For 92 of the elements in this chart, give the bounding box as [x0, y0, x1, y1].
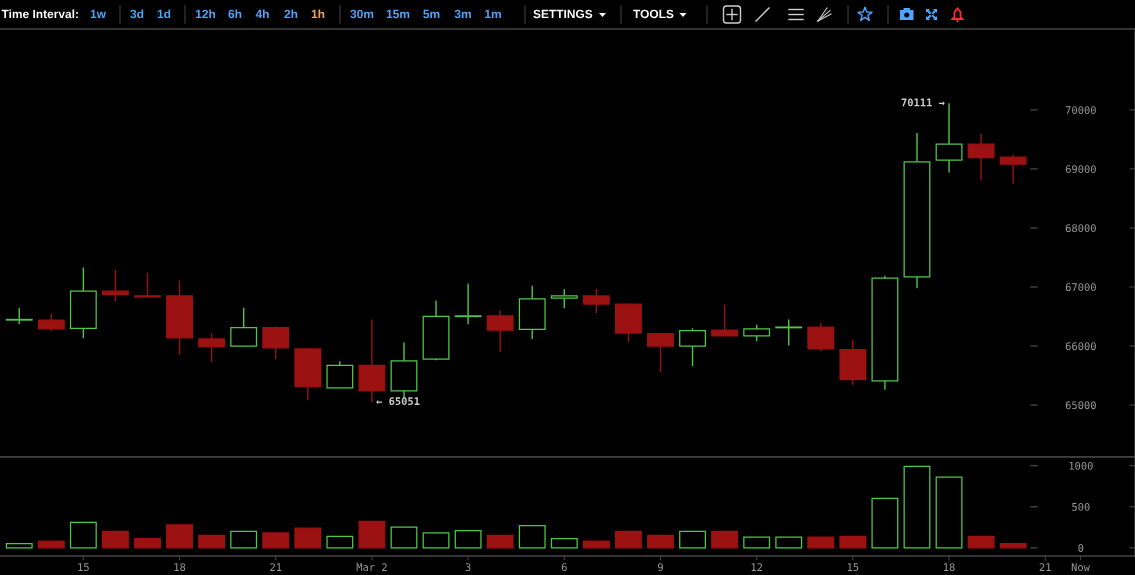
- candlestick: [839, 338, 867, 386]
- y-tick-label: 0: [1078, 544, 1084, 552]
- bar: [775, 536, 803, 549]
- bar: [230, 530, 258, 549]
- x-tick-label: 15: [78, 563, 89, 572]
- category-label: 1d: [157, 9, 171, 19]
- bar: [903, 465, 931, 549]
- candlestick: [967, 133, 995, 181]
- category-label: 5m: [423, 9, 440, 19]
- candlestick: [198, 332, 226, 363]
- x-tick-label: Mar 2: [356, 563, 387, 572]
- x-tick-label: Now: [1071, 563, 1090, 572]
- text: SETTINGS: [533, 9, 593, 19]
- annotation: ← 65051: [376, 397, 420, 406]
- bar: [839, 535, 867, 549]
- bar: [486, 534, 514, 549]
- candlestick: [871, 275, 899, 391]
- bar: [647, 534, 674, 549]
- candlestick: [454, 282, 482, 325]
- category-label: 4h: [255, 9, 269, 19]
- candlestick: [166, 279, 193, 356]
- category-label: 12h: [195, 9, 216, 19]
- y-tick-label: 70000: [1065, 106, 1096, 115]
- bar: [550, 538, 578, 549]
- category-label: 1h: [311, 9, 325, 19]
- y-tick-label: 69000: [1065, 165, 1096, 174]
- candlestick: [358, 318, 386, 403]
- bar: [807, 536, 835, 549]
- bar: [614, 530, 642, 549]
- bar: [422, 532, 450, 549]
- candlestick: [422, 299, 450, 360]
- bar: [69, 521, 97, 549]
- bar: [262, 532, 290, 549]
- y-tick-label: 500: [1072, 502, 1090, 511]
- category-label: 6h: [228, 9, 242, 19]
- category-label: 3m: [454, 9, 471, 19]
- text: Time Interval:: [1, 9, 78, 19]
- y-tick-label: 1000: [1069, 461, 1093, 470]
- bar: [5, 543, 33, 549]
- annotation: 70111 →: [901, 98, 945, 107]
- category-label: 1m: [485, 9, 501, 19]
- bar: [582, 540, 610, 549]
- y-tick-label: 65000: [1065, 401, 1096, 410]
- category-label: 1w: [90, 9, 106, 19]
- bar: [967, 535, 995, 549]
- bar: [37, 540, 65, 549]
- candlestick: [711, 303, 739, 337]
- bar: [999, 543, 1027, 549]
- candlestick: [775, 318, 803, 347]
- bar: [743, 536, 771, 549]
- candlestick: [326, 360, 354, 389]
- x-tick-label: 3: [465, 563, 471, 572]
- candlestick: [518, 285, 546, 340]
- bar: [518, 524, 546, 549]
- x-tick-label: 21: [270, 563, 282, 571]
- y-tick-label: 68000: [1065, 224, 1096, 233]
- bar: [935, 476, 963, 549]
- y-tick-label: 66000: [1065, 342, 1096, 351]
- bar: [679, 530, 706, 549]
- candlestick: [935, 102, 963, 174]
- bar: [711, 530, 739, 549]
- category-label: 3d: [130, 9, 144, 19]
- candlestick: [679, 327, 706, 367]
- bar: [294, 527, 322, 549]
- candlestick: [999, 153, 1027, 185]
- candlestick: [903, 132, 931, 289]
- candlestick: [230, 306, 258, 347]
- x-tick-label: 9: [657, 563, 663, 572]
- text: TOOLS: [633, 9, 674, 19]
- y-tick-label: 67000: [1065, 283, 1096, 292]
- candlestick: [647, 332, 674, 373]
- candlestick: [101, 269, 129, 302]
- x-tick-label: 18: [944, 563, 955, 572]
- x-tick-label: 21: [1039, 563, 1051, 571]
- candlestick: [69, 266, 97, 340]
- bar: [390, 526, 418, 549]
- candlestick: [486, 309, 514, 353]
- bar: [101, 530, 129, 549]
- bar: [166, 524, 193, 549]
- bar: [134, 538, 161, 549]
- x-tick-label: 6: [561, 563, 567, 572]
- bar: [871, 497, 899, 549]
- bar: [326, 535, 354, 549]
- category-label: 2h: [284, 9, 298, 19]
- x-tick-label: 18: [174, 563, 186, 572]
- bar: [358, 520, 386, 549]
- bar: [198, 534, 226, 549]
- x-tick-label: 15: [847, 563, 859, 572]
- bar: [454, 529, 482, 549]
- x-tick-label: 12: [751, 563, 763, 571]
- category-label: 15m: [386, 9, 410, 19]
- category-label: 30m: [350, 9, 374, 19]
